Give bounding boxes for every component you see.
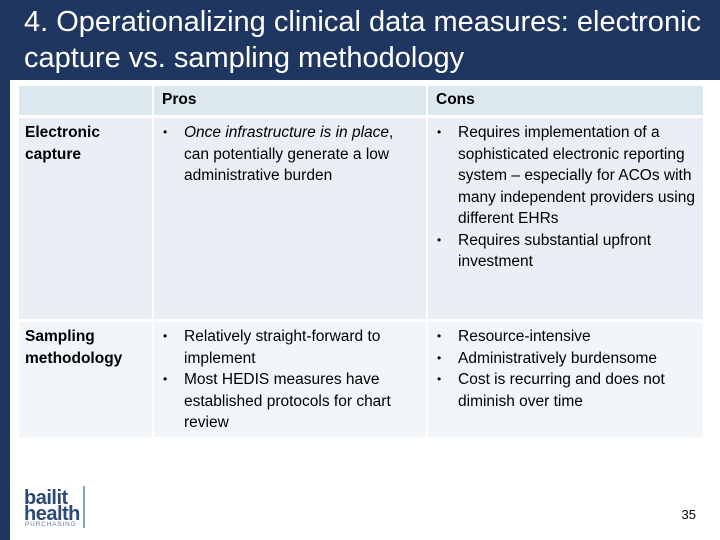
pros-cell: Relatively straight-forward to implement… xyxy=(152,322,427,437)
row-label: Sampling methodology xyxy=(19,322,153,437)
bailit-logo: bailit health PURCHASING xyxy=(24,488,94,532)
list-item: Cost is recurring and does not diminish … xyxy=(437,369,697,412)
logo-text-purchasing: PURCHASING xyxy=(25,521,77,528)
item-text: , can potentially generate a low adminis… xyxy=(184,124,394,184)
page-number: 35 xyxy=(681,507,696,522)
comparison-table: Pros Cons Electronic capture Once infras… xyxy=(19,86,703,437)
list-item: Most HEDIS measures have established pro… xyxy=(163,369,420,434)
table-row: Sampling methodology Relatively straight… xyxy=(19,322,703,437)
title-bar: 4. Operationalizing clinical data measur… xyxy=(0,0,720,80)
logo-divider xyxy=(83,486,85,528)
list-item: Resource-intensive xyxy=(437,326,697,348)
pros-cell: Once infrastructure is in place, can pot… xyxy=(152,118,427,319)
list-item: Once infrastructure is in place, can pot… xyxy=(163,122,420,187)
logo-text-bailit: bailit xyxy=(24,487,68,509)
logo-text-health: health xyxy=(24,503,80,525)
row-label: Electronic capture xyxy=(19,118,153,319)
header-cons: Cons xyxy=(426,86,703,115)
cons-cell: Resource-intensive Administratively burd… xyxy=(426,322,703,437)
list-item: Requires implementation of a sophisticat… xyxy=(437,122,697,230)
header-pros: Pros xyxy=(152,86,427,115)
list-item: Relatively straight-forward to implement xyxy=(163,326,420,369)
table-row: Electronic capture Once infrastructure i… xyxy=(19,118,703,319)
emphasis-text: Once infrastructure is in place xyxy=(184,124,390,141)
left-strip xyxy=(0,80,10,540)
cons-cell: Requires implementation of a sophisticat… xyxy=(426,118,703,319)
list-item: Administratively burdensome xyxy=(437,348,697,370)
header-blank xyxy=(19,86,153,115)
list-item: Requires substantial upfront investment xyxy=(437,230,697,273)
slide-title: 4. Operationalizing clinical data measur… xyxy=(24,6,702,74)
